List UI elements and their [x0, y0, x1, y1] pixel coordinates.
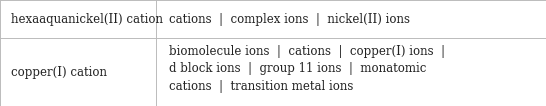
Text: copper(I) cation: copper(I) cation — [11, 66, 107, 79]
Text: cations  |  complex ions  |  nickel(II) ions: cations | complex ions | nickel(II) ions — [169, 13, 410, 26]
Text: hexaaquanickel(II) cation: hexaaquanickel(II) cation — [11, 13, 163, 26]
Text: biomolecule ions  |  cations  |  copper(I) ions  |
d block ions  |  group 11 ion: biomolecule ions | cations | copper(I) i… — [169, 45, 445, 93]
